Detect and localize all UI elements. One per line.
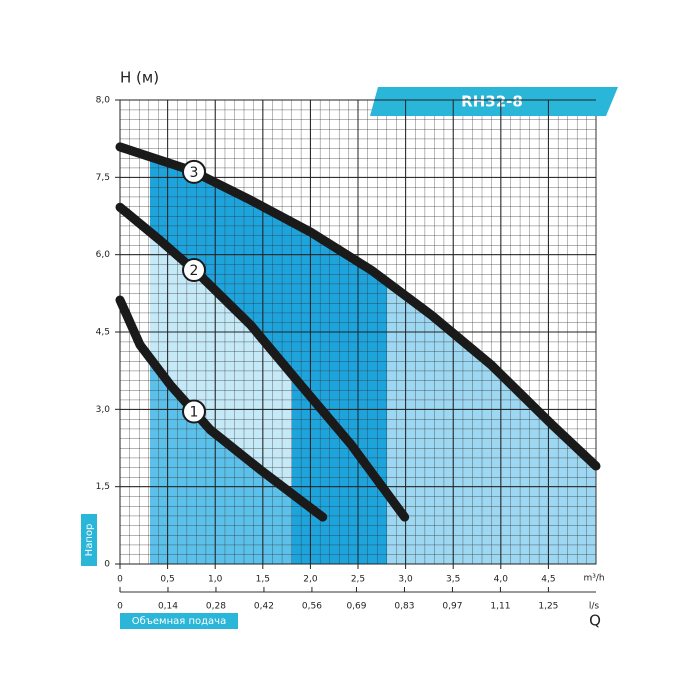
y-tag-box <box>81 514 97 566</box>
x-tick-label: 2,5 <box>351 575 365 585</box>
x2-tick-label: 0,97 <box>442 602 462 612</box>
x-label-box <box>120 613 238 629</box>
curve <box>115 202 410 522</box>
x2-unit: l/s <box>589 602 600 612</box>
x2-tick-label: 0,42 <box>254 602 274 612</box>
y-tick-label: 3,0 <box>96 405 111 415</box>
x2-tick-label: 0 <box>117 602 123 612</box>
curve <box>115 142 601 471</box>
y-tick-label: 8,0 <box>96 96 111 106</box>
y-tick-label: 0 <box>104 560 110 570</box>
x-tick-label: 1,5 <box>256 575 270 585</box>
x-tick-label: 4,5 <box>541 575 555 585</box>
curve-marker <box>182 399 206 424</box>
title-box <box>370 87 618 116</box>
x-tick-label: 2,0 <box>303 575 318 585</box>
x2-tick-label: 1,11 <box>490 602 510 612</box>
y-label: H (м) <box>120 69 159 87</box>
y-tick-label: 6,0 <box>96 250 111 260</box>
x-tick-label: 3,0 <box>398 575 413 585</box>
x-tick-label: 0 <box>117 575 123 585</box>
x-label: Объемная подача <box>132 616 226 627</box>
y-tick-label: 7,5 <box>96 173 110 183</box>
x2-tick-label: 0,28 <box>206 602 226 612</box>
legend-label: 3 <box>190 165 199 181</box>
legend-label: 2 <box>190 263 199 279</box>
x2-tick-label: 0,69 <box>346 602 366 612</box>
y-axis-tag: Напор <box>84 524 95 557</box>
curve-marker <box>182 258 206 283</box>
x2-tick-label: 0,14 <box>158 602 178 612</box>
legend-label: 1 <box>190 405 199 421</box>
x-tick-label: 0,5 <box>160 575 174 585</box>
y-tick-label: 1,5 <box>96 482 110 492</box>
x-tick-label: 4,0 <box>494 575 509 585</box>
x-unit: m³/h <box>583 574 604 584</box>
chart-title: RH32-8 <box>461 93 523 111</box>
y-tick-label: 4,5 <box>96 328 110 338</box>
x2-tick-label: 0,56 <box>302 602 322 612</box>
curve-marker <box>182 159 206 184</box>
x-symbol: Q <box>589 612 601 630</box>
x2-tick-label: 1,25 <box>538 602 558 612</box>
x2-tick-label: 0,83 <box>394 602 414 612</box>
x-tick-label: 1,0 <box>208 575 223 585</box>
x-tick-label: 3,5 <box>446 575 460 585</box>
